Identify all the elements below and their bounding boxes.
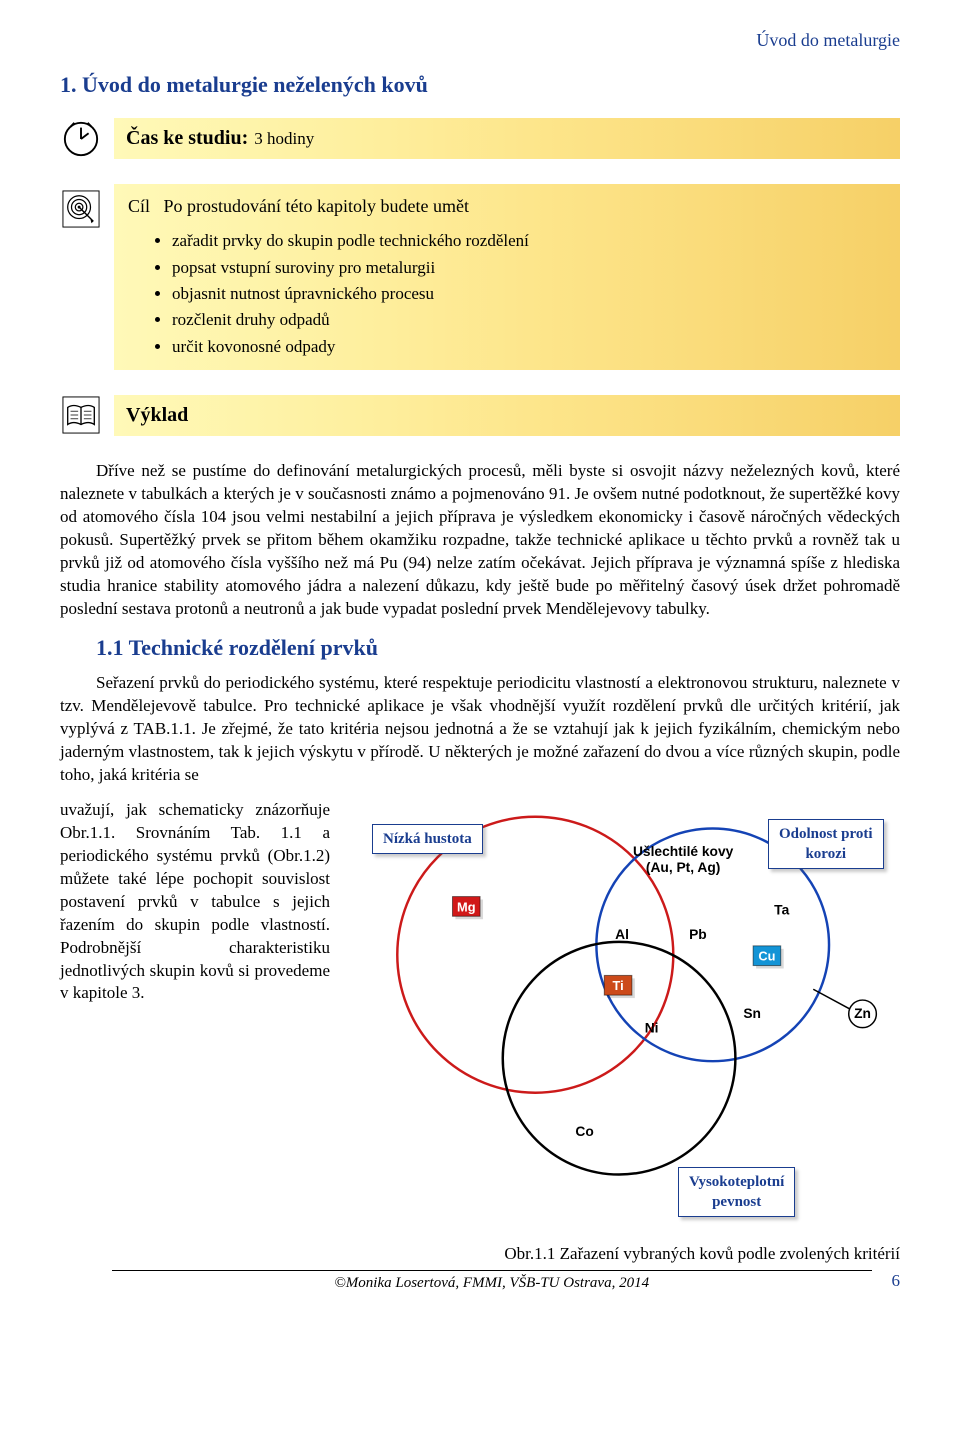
goal-box: Cíl Po prostudování této kapitoly budete… [114, 184, 900, 370]
vyklad-row: Výklad [60, 394, 900, 436]
time-value: 3 hodiny [254, 128, 314, 151]
section-heading: 1.1 Technické rozdělení prvků [96, 633, 900, 663]
svg-text:Pb: Pb [689, 927, 707, 942]
copyright: ©Monika Losertová, FMMI, VŠB-TU Ostrava,… [112, 1270, 872, 1293]
figure-caption: Obr.1.1 Zařazení vybraných kovů podle zv… [60, 1243, 900, 1266]
goal-bullet: rozčlenit druhy odpadů [172, 307, 886, 333]
svg-text:Ni: Ni [645, 1021, 659, 1036]
goal-label: Cíl [128, 196, 150, 216]
footer: ©Monika Losertová, FMMI, VŠB-TU Ostrava,… [60, 1270, 900, 1293]
clock-icon [60, 118, 102, 160]
venn-label-high-temp: Vysokoteplotnípevnost [678, 1167, 795, 1218]
vyklad-bar: Výklad [114, 395, 900, 436]
page-number: 6 [884, 1270, 901, 1293]
two-column-block: uvažují, jak schematicky znázorňuje Obr.… [60, 799, 900, 1209]
book-icon [60, 394, 102, 436]
goal-list: zařadit prvky do skupin podle technickéh… [128, 228, 886, 360]
paragraph-1: Dříve než se pustíme do definování metal… [60, 460, 900, 621]
time-label: Čas ke studiu: [126, 125, 248, 152]
venn-label-low-density: Nízká hustota [372, 824, 483, 854]
goal-bullet: popsat vstupní suroviny pro metalurgii [172, 255, 886, 281]
running-header: Úvod do metalurgie [60, 28, 900, 52]
goal-row: Cíl Po prostudování této kapitoly budete… [60, 184, 900, 370]
goal-intro: Po prostudování této kapitoly budete umě… [164, 196, 469, 216]
vyklad-label: Výklad [126, 402, 188, 429]
svg-text:Zn: Zn [854, 1006, 871, 1021]
svg-text:Sn: Sn [743, 1006, 761, 1021]
target-icon [60, 188, 102, 230]
svg-text:Cu: Cu [758, 949, 775, 964]
goal-bullet: určit kovonosné odpady [172, 334, 886, 360]
left-column-text: uvažují, jak schematicky znázorňuje Obr.… [60, 799, 330, 1005]
time-row: Čas ke studiu: 3 hodiny [60, 118, 900, 160]
svg-text:Al: Al [615, 927, 629, 942]
chapter-title: 1. Úvod do metalurgie neželených kovů [60, 70, 900, 100]
time-bar: Čas ke studiu: 3 hodiny [114, 118, 900, 159]
svg-text:Co: Co [575, 1124, 593, 1139]
goal-bullet: zařadit prvky do skupin podle technickéh… [172, 228, 886, 254]
svg-text:Ti: Ti [613, 978, 624, 993]
goal-bullet: objasnit nutnost úpravnického procesu [172, 281, 886, 307]
svg-text:Mg: Mg [457, 899, 475, 914]
venn-label-corrosion: Odolnost protikorozi [768, 819, 884, 870]
svg-text:Ušlechtilé kovy(Au, Pt, Ag): Ušlechtilé kovy(Au, Pt, Ag) [633, 844, 734, 875]
svg-text:Ta: Ta [774, 902, 789, 917]
paragraph-2: Seřazení prvků do periodického systému, … [60, 672, 900, 787]
venn-diagram: Ušlechtilé kovy(Au, Pt, Ag) Mg Al Ti Ni Pb Ta C… [348, 799, 900, 1209]
